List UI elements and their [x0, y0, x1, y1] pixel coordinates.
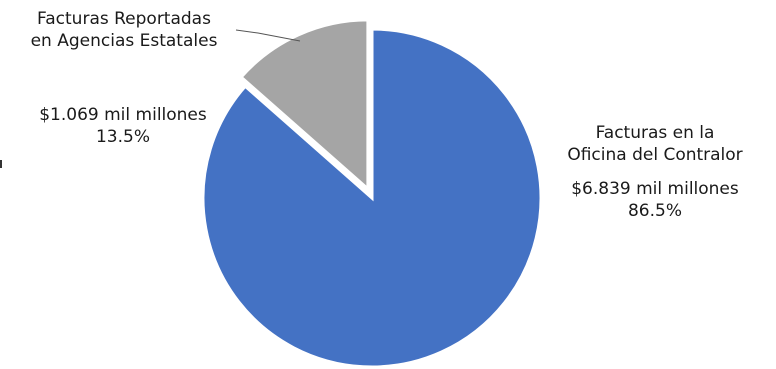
state-agencies-amount: $1.069 mil millones — [39, 105, 207, 125]
state-agencies-label-line-2: en Agencias Estatales — [30, 31, 218, 51]
state-agencies-label: Facturas Reportadas en Agencias Estatale… — [8, 8, 240, 52]
controller-office-amount: $6.839 mil millones — [571, 179, 739, 199]
controller-office-label-line-2: Oficina del Contralor — [567, 145, 743, 165]
pie-slice-0 — [201, 27, 543, 369]
state-agencies-percent: 13.5% — [95, 127, 150, 147]
edge-tick-mark — [0, 160, 2, 168]
leader-line — [235, 29, 301, 42]
controller-office-label: Facturas en la Oficina del Contralor $6.… — [540, 122, 770, 222]
state-agencies-label-line-1: Facturas Reportadas — [37, 9, 211, 29]
controller-office-label-line-1: Facturas en la — [595, 123, 715, 143]
controller-office-percent: 86.5% — [627, 201, 682, 221]
pie-slice-1 — [238, 18, 370, 193]
state-agencies-values: $1.069 mil millones 13.5% — [14, 104, 232, 148]
